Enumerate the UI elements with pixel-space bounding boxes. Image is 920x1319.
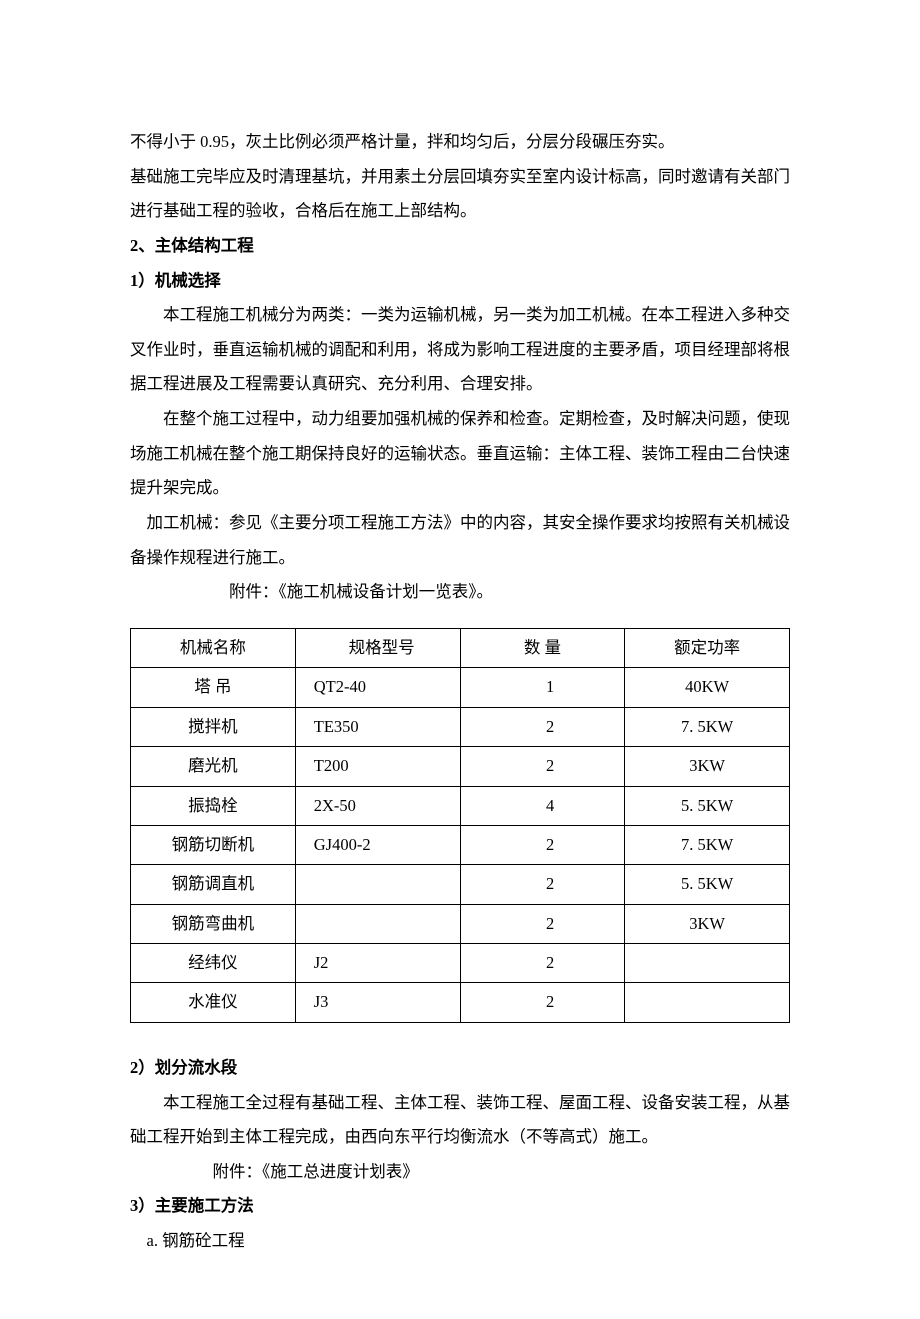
table-row: 经纬仪 J2 2 xyxy=(131,944,790,983)
cell-name: 钢筋调直机 xyxy=(131,865,296,904)
paragraph: 不得小于 0.95，灰土比例必须严格计量，拌和均匀后，分层分段碾压夯实。 xyxy=(130,125,790,160)
cell-power: 7. 5KW xyxy=(625,707,790,746)
paragraph: 在整个施工过程中，动力组要加强机械的保养和检查。定期检查，及时解决问题，使现场施… xyxy=(130,402,790,506)
cell-power: 3KW xyxy=(625,747,790,786)
table-row: 搅拌机 TE350 2 7. 5KW xyxy=(131,707,790,746)
table-row: 塔 吊 QT2-40 1 40KW xyxy=(131,668,790,707)
cell-name: 搅拌机 xyxy=(131,707,296,746)
cell-power: 3KW xyxy=(625,904,790,943)
cell-model: T200 xyxy=(295,747,460,786)
paragraph: 本工程施工机械分为两类：一类为运输机械，另一类为加工机械。在本工程进入多种交叉作… xyxy=(130,298,790,402)
equipment-table: 机械名称 规格型号 数 量 额定功率 塔 吊 QT2-40 1 40KW 搅拌机… xyxy=(130,628,790,1023)
cell-name: 水准仪 xyxy=(131,983,296,1022)
cell-qty: 2 xyxy=(460,904,625,943)
heading-3: 3）主要施工方法 xyxy=(130,1189,790,1224)
heading-3: 2）划分流水段 xyxy=(130,1051,790,1086)
document-page: 不得小于 0.95，灰土比例必须严格计量，拌和均匀后，分层分段碾压夯实。 基础施… xyxy=(0,0,920,1319)
cell-qty: 2 xyxy=(460,865,625,904)
cell-qty: 2 xyxy=(460,747,625,786)
spacer xyxy=(130,1041,790,1051)
cell-power: 5. 5KW xyxy=(625,786,790,825)
table-row: 钢筋调直机 2 5. 5KW xyxy=(131,865,790,904)
cell-name: 经纬仪 xyxy=(131,944,296,983)
paragraph: 加工机械：参见《主要分项工程施工方法》中的内容，其安全操作要求均按照有关机械设备… xyxy=(130,506,790,575)
cell-model: TE350 xyxy=(295,707,460,746)
cell-model xyxy=(295,904,460,943)
cell-qty: 4 xyxy=(460,786,625,825)
cell-name: 塔 吊 xyxy=(131,668,296,707)
cell-power: 40KW xyxy=(625,668,790,707)
attachment-label: 附件：《施工总进度计划表》 xyxy=(130,1155,790,1190)
table-row: 钢筋切断机 GJ400-2 2 7. 5KW xyxy=(131,825,790,864)
cell-model: 2X-50 xyxy=(295,786,460,825)
table-row: 振捣栓 2X-50 4 5. 5KW xyxy=(131,786,790,825)
cell-model xyxy=(295,865,460,904)
col-header-model: 规格型号 xyxy=(295,628,460,667)
col-header-qty: 数 量 xyxy=(460,628,625,667)
cell-model: J2 xyxy=(295,944,460,983)
table-header-row: 机械名称 规格型号 数 量 额定功率 xyxy=(131,628,790,667)
cell-qty: 2 xyxy=(460,707,625,746)
cell-model: GJ400-2 xyxy=(295,825,460,864)
heading-2: 2、主体结构工程 xyxy=(130,229,790,264)
table-row: 水准仪 J3 2 xyxy=(131,983,790,1022)
paragraph: 基础施工完毕应及时清理基坑，并用素土分层回填夯实至室内设计标高，同时邀请有关部门… xyxy=(130,160,790,229)
cell-model: J3 xyxy=(295,983,460,1022)
cell-qty: 2 xyxy=(460,825,625,864)
heading-3: 1）机械选择 xyxy=(130,264,790,299)
table-row: 磨光机 T200 2 3KW xyxy=(131,747,790,786)
paragraph: 本工程施工全过程有基础工程、主体工程、装饰工程、屋面工程、设备安装工程，从基础工… xyxy=(130,1086,790,1155)
table-body: 塔 吊 QT2-40 1 40KW 搅拌机 TE350 2 7. 5KW 磨光机… xyxy=(131,668,790,1023)
cell-power xyxy=(625,983,790,1022)
table-row: 钢筋弯曲机 2 3KW xyxy=(131,904,790,943)
cell-name: 振捣栓 xyxy=(131,786,296,825)
cell-name: 钢筋切断机 xyxy=(131,825,296,864)
col-header-power: 额定功率 xyxy=(625,628,790,667)
cell-qty: 2 xyxy=(460,983,625,1022)
col-header-name: 机械名称 xyxy=(131,628,296,667)
cell-name: 磨光机 xyxy=(131,747,296,786)
attachment-label: 附件：《施工机械设备计划一览表》。 xyxy=(130,575,790,610)
cell-qty: 2 xyxy=(460,944,625,983)
cell-qty: 1 xyxy=(460,668,625,707)
cell-model: QT2-40 xyxy=(295,668,460,707)
cell-power: 5. 5KW xyxy=(625,865,790,904)
paragraph: a. 钢筋砼工程 xyxy=(130,1224,790,1259)
cell-name: 钢筋弯曲机 xyxy=(131,904,296,943)
cell-power xyxy=(625,944,790,983)
cell-power: 7. 5KW xyxy=(625,825,790,864)
